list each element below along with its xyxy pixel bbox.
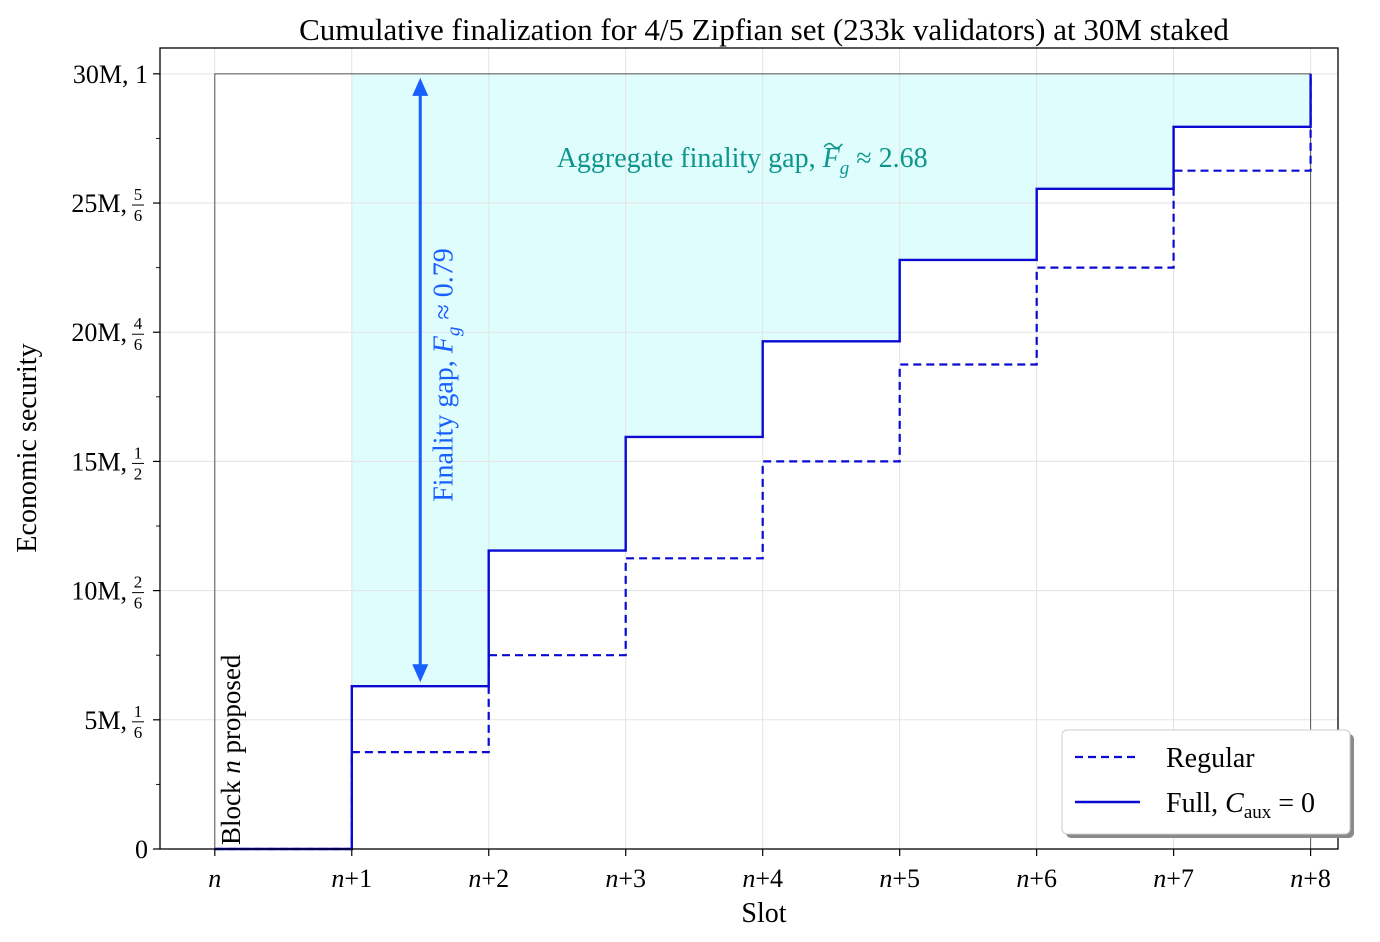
x-tick-label-var: n — [1016, 864, 1029, 893]
series-regular-line — [214, 73, 1312, 851]
legend-label-regular: Regular — [1166, 743, 1255, 774]
x-axis-label: Slot — [741, 898, 786, 929]
y-tick-label: 25M, — [71, 189, 127, 218]
x-tick-label-offset: +3 — [618, 864, 646, 893]
x-tick-label-var: n — [468, 864, 481, 893]
finality-gap-text: Finality gap, — [428, 353, 459, 502]
legend-full-sub: aux — [1244, 802, 1272, 823]
finality-gap-symbol: F — [428, 335, 459, 354]
y-tick-label: 0 — [135, 835, 148, 864]
y-tick-label: 30M, 1 — [73, 60, 148, 89]
finality-gap-value: ≈ 0.79 — [428, 248, 459, 326]
y-tick-frac-den: 6 — [134, 206, 143, 225]
x-tick-label-var: n — [742, 864, 755, 893]
y-axis-ticks: 0 5M, 1 6 10M, 2 6 15M, 1 2 20M, 4 6 25M, 5 6 30M, … — [71, 60, 160, 864]
x-axis-ticks: n n+1 n+2 n+3 n+4 n+5 n+6 n+7 n+8 — [208, 849, 1331, 893]
y-tick-frac-den: 6 — [134, 723, 143, 742]
y-tick-frac-num: 5 — [134, 185, 143, 204]
y-tick-label: 5M, — [84, 706, 127, 735]
block-proposed-n: n — [216, 760, 246, 774]
x-tick-label-var: n — [208, 864, 221, 893]
y-tick-frac-den: 2 — [134, 464, 143, 483]
aggregate-gap-symbol: F — [822, 143, 841, 174]
aggregate-gap-annotation: Aggregate finality gap, Fg ≈ 2.68 — [557, 143, 928, 179]
x-tick-label-offset: +4 — [755, 864, 783, 893]
chart-title: Cumulative finalization for 4/5 Zipfian … — [299, 12, 1229, 47]
x-tick-label: n+4 — [742, 864, 783, 893]
x-tick-label-var: n — [879, 864, 892, 893]
y-tick-frac-num: 4 — [134, 314, 143, 333]
aggregate-gap-value: ≈ 2.68 — [849, 143, 927, 174]
x-tick-label-offset: +6 — [1029, 864, 1057, 893]
block-proposed-pre: Block — [216, 774, 246, 845]
plot-frame — [159, 47, 1339, 850]
finality-gap-arrow — [412, 77, 429, 683]
legend-full-tail: = 0 — [1271, 788, 1315, 819]
x-tick-label-offset: +2 — [481, 864, 509, 893]
y-tick-label: 20M, — [71, 318, 127, 347]
x-tick-label-offset: +8 — [1303, 864, 1331, 893]
finality-gap-annotation: Finality gap, Fg ≈ 0.79 — [428, 248, 464, 502]
x-tick-label-var: n — [331, 864, 344, 893]
x-tick-label: n+2 — [468, 864, 509, 893]
y-axis-label: Economic security — [12, 343, 43, 552]
y-tick-frac-num: 1 — [134, 443, 143, 462]
series-full-line — [214, 73, 1312, 851]
legend: Regular Full, Caux = 0 — [1061, 729, 1354, 838]
x-tick-label: n+7 — [1153, 864, 1194, 893]
aggregate-gap-sub: g — [840, 158, 850, 179]
x-tick-label-var: n — [1153, 864, 1166, 893]
finality-gap-sub: g — [443, 327, 464, 337]
x-tick-label-var: n — [1290, 864, 1303, 893]
legend-label-full: Full, Caux = 0 — [1166, 788, 1315, 823]
x-tick-label: n+8 — [1290, 864, 1331, 893]
x-tick-label: n — [208, 864, 221, 893]
y-tick-frac-num: 2 — [134, 573, 143, 592]
x-tick-label: n+1 — [331, 864, 372, 893]
x-tick-label-offset: +1 — [344, 864, 372, 893]
aggregate-gap-region — [351, 73, 1311, 850]
x-tick-label: n+3 — [605, 864, 646, 893]
y-tick-frac-den: 6 — [134, 335, 143, 354]
x-tick-label: n+6 — [1016, 864, 1057, 893]
finality-gap-arrow-head-top — [412, 77, 429, 96]
legend-full-symbol: C — [1225, 788, 1244, 819]
x-tick-label-var: n — [605, 864, 618, 893]
x-tick-label-offset: +5 — [892, 864, 920, 893]
block-proposed-post: proposed — [216, 654, 246, 760]
y-tick-label: 15M, — [71, 447, 127, 476]
finality-gap-arrow-head-bottom — [412, 664, 429, 683]
y-tick-label: 10M, — [71, 577, 127, 606]
aggregate-gap-text: Aggregate finality gap, — [557, 143, 823, 174]
x-tick-label-offset: +7 — [1166, 864, 1194, 893]
y-tick-frac-num: 1 — [134, 702, 143, 721]
aggregate-gap-tilde — [823, 142, 843, 149]
legend-full-prefix: Full, — [1166, 788, 1225, 819]
y-tick-frac-den: 6 — [134, 594, 143, 613]
block-proposed-annotation: Block n proposed — [216, 654, 246, 845]
x-tick-label: n+5 — [879, 864, 920, 893]
